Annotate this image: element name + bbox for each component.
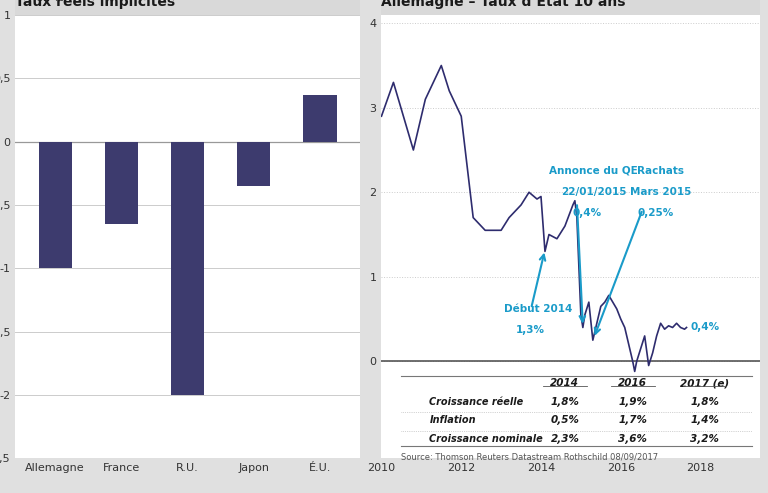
Text: Rachats: Rachats bbox=[637, 166, 684, 176]
Text: Annonce du QE: Annonce du QE bbox=[549, 166, 637, 176]
Text: Source: Thomson Reuters Datastream Rothschild 08/09/2017: Source: Thomson Reuters Datastream Roths… bbox=[402, 453, 658, 461]
Bar bbox=[303, 95, 336, 141]
Text: 1,3%: 1,3% bbox=[516, 325, 545, 335]
Text: 0,5%: 0,5% bbox=[551, 416, 579, 425]
Bar bbox=[237, 141, 270, 186]
Text: Croissance nominale: Croissance nominale bbox=[429, 434, 543, 444]
Text: Taux réels implicites: Taux réels implicites bbox=[15, 0, 175, 9]
Text: 0,4%: 0,4% bbox=[572, 208, 601, 218]
FancyBboxPatch shape bbox=[15, 0, 359, 15]
Text: en %: en % bbox=[36, 0, 65, 2]
Bar bbox=[38, 141, 71, 268]
Text: 0,4%: 0,4% bbox=[690, 322, 720, 332]
Bar bbox=[104, 141, 138, 224]
Text: 1,9%: 1,9% bbox=[618, 397, 647, 407]
Text: 1,7%: 1,7% bbox=[618, 416, 647, 425]
FancyBboxPatch shape bbox=[382, 0, 760, 15]
Text: 2016: 2016 bbox=[618, 378, 647, 388]
Text: 2014: 2014 bbox=[551, 378, 579, 388]
Text: 3,6%: 3,6% bbox=[618, 434, 647, 444]
Text: Inflation: Inflation bbox=[429, 416, 476, 425]
Text: 1,8%: 1,8% bbox=[690, 397, 719, 407]
Text: Mars 2015: Mars 2015 bbox=[630, 187, 691, 197]
Text: 3,2%: 3,2% bbox=[690, 434, 719, 444]
Text: 1,4%: 1,4% bbox=[690, 416, 719, 425]
Text: Début 2014: Début 2014 bbox=[505, 304, 573, 314]
Text: 22/01/2015: 22/01/2015 bbox=[561, 187, 627, 197]
Text: 2,3%: 2,3% bbox=[551, 434, 579, 444]
Text: 1,8%: 1,8% bbox=[551, 397, 579, 407]
Text: Allemagne – Taux d’Etat 10 ans: Allemagne – Taux d’Etat 10 ans bbox=[382, 0, 626, 9]
Text: Croissance réelle: Croissance réelle bbox=[429, 397, 524, 407]
Text: 0,25%: 0,25% bbox=[637, 208, 674, 218]
Bar bbox=[171, 141, 204, 395]
Text: 2017 (e): 2017 (e) bbox=[680, 378, 729, 388]
